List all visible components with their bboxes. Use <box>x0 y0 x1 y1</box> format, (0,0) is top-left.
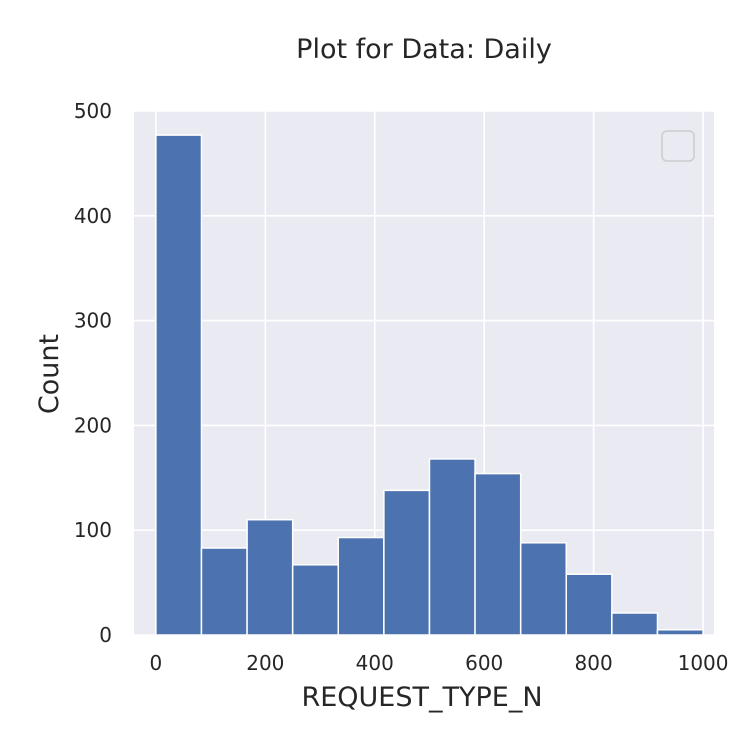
histogram-bar <box>428 458 476 636</box>
chart-title: Plot for Data: Daily <box>296 34 552 65</box>
histogram-bar <box>383 489 431 636</box>
x-tick-label: 0 <box>150 651 163 675</box>
y-tick-label: 200 <box>74 413 112 437</box>
histogram-bar <box>611 612 659 636</box>
x-axis-label: REQUEST_TYPE_N <box>301 682 542 713</box>
histogram-bar <box>565 573 613 636</box>
y-tick-label: 400 <box>74 204 112 228</box>
y-tick-labels: 0 100 200 300 400 500 <box>74 99 112 647</box>
histogram-bars <box>155 134 704 636</box>
grid-lines <box>134 110 714 636</box>
histogram-bar <box>337 536 385 636</box>
histogram-bar <box>519 542 568 636</box>
histogram-bar <box>200 547 248 636</box>
x-tick-label: 400 <box>356 651 394 675</box>
x-tick-label: 1000 <box>678 651 729 675</box>
y-axis-label: Count <box>34 334 65 414</box>
histogram-bar <box>155 134 203 636</box>
y-tick-label: 500 <box>74 99 112 123</box>
y-tick-label: 100 <box>74 518 112 542</box>
x-tick-label: 200 <box>246 651 284 675</box>
histogram-bar <box>656 629 704 636</box>
y-tick-label: 0 <box>99 623 112 647</box>
x-tick-label: 600 <box>465 651 503 675</box>
histogram-bar <box>246 518 294 636</box>
x-tick-label: 800 <box>575 651 613 675</box>
histogram-bar <box>291 564 340 636</box>
empty-legend-box <box>661 130 695 162</box>
y-tick-label: 300 <box>74 309 112 333</box>
x-tick-labels: 0 200 400 600 800 1000 <box>150 651 729 675</box>
histogram-bar <box>474 472 522 636</box>
